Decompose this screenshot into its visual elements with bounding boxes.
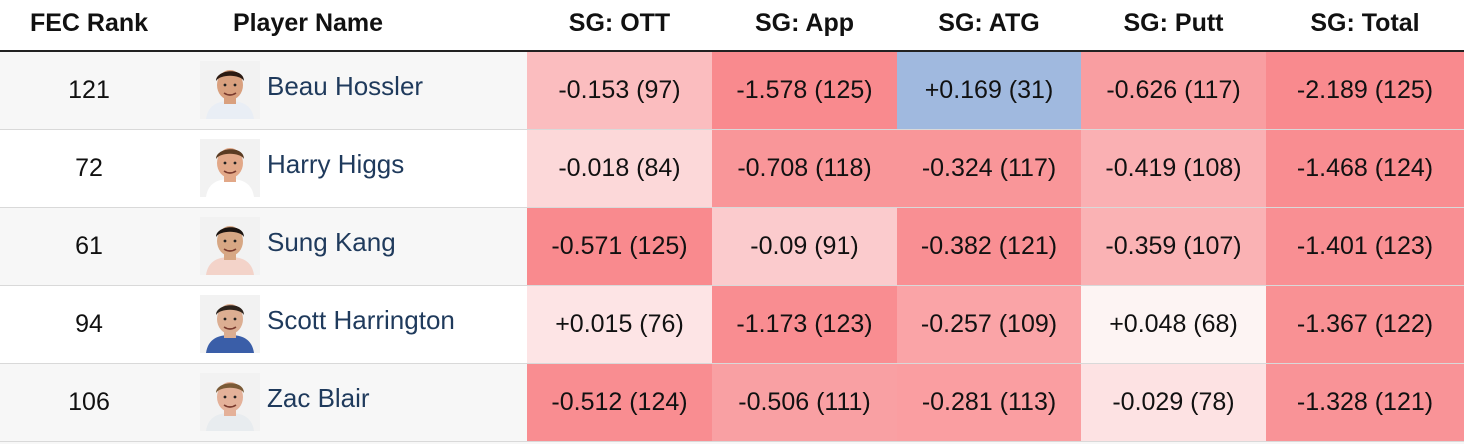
player-headshot-icon[interactable] (200, 61, 260, 119)
fec-rank-cell: 106 (68, 388, 110, 416)
sg-total-cell: -1.328 (121) (1266, 364, 1464, 441)
sg-atg-cell: -0.324 (117) (897, 130, 1081, 207)
player-cell: Scott Harrington (178, 286, 526, 363)
header-fec-rank[interactable]: FEC Rank (29, 9, 149, 37)
sg-app-cell: -0.708 (118) (712, 130, 897, 207)
sg-atg-cell: -0.257 (109) (897, 286, 1081, 363)
header-sg-app[interactable]: SG: App (754, 9, 855, 37)
sg-putt-cell: +0.048 (68) (1081, 286, 1266, 363)
fec-rank-cell: 72 (75, 154, 103, 182)
sg-total-cell: -2.189 (125) (1266, 52, 1464, 129)
player-cell: Beau Hossler (178, 52, 526, 129)
sg-ott-cell: -0.018 (84) (527, 130, 712, 207)
sg-app-cell: -1.173 (123) (712, 286, 897, 363)
table-header: FEC Rank Player Name SG: OTT SG: App SG:… (0, 0, 1464, 52)
sg-total-cell: -1.401 (123) (1266, 208, 1464, 285)
table-row: 106 Zac Blair -0.512 (124) -0.506 (111) -0.2… (0, 364, 1464, 442)
player-name-link[interactable]: Beau Hossler (267, 71, 424, 101)
player-headshot-icon[interactable] (200, 217, 260, 275)
sg-putt-cell: -0.359 (107) (1081, 208, 1266, 285)
table-row: 61 Sung Kang -0.571 (125) -0.09 (91) -0.382 … (0, 208, 1464, 286)
sg-atg-cell: -0.382 (121) (897, 208, 1081, 285)
fec-rank-cell: 121 (68, 76, 110, 104)
table-row: 72 Harry Higgs -0.018 (84) -0.708 (118) -0.3… (0, 130, 1464, 208)
sg-atg-cell: -0.281 (113) (897, 364, 1081, 441)
header-sg-ott[interactable]: SG: OTT (568, 9, 671, 37)
sg-app-cell: -0.506 (111) (712, 364, 897, 441)
sg-putt-cell: -0.626 (117) (1081, 52, 1266, 129)
sg-atg-cell: +0.169 (31) (897, 52, 1081, 129)
sg-app-cell: -0.09 (91) (712, 208, 897, 285)
fec-rank-cell: 61 (75, 232, 103, 260)
header-sg-atg[interactable]: SG: ATG (938, 9, 1040, 37)
sg-app-cell: -1.578 (125) (712, 52, 897, 129)
sg-ott-cell: +0.015 (76) (527, 286, 712, 363)
player-headshot-icon[interactable] (200, 373, 260, 431)
sg-total-cell: -1.468 (124) (1266, 130, 1464, 207)
table-row: 94 Scott Harrington +0.015 (76) -1.173 (123… (0, 286, 1464, 364)
fec-rank-cell: 94 (75, 310, 103, 338)
table-row-partial (0, 442, 1464, 444)
sg-ott-cell: -0.153 (97) (527, 52, 712, 129)
sg-ott-cell: -0.512 (124) (527, 364, 712, 441)
player-cell: Harry Higgs (178, 130, 526, 207)
sg-total-cell: -1.367 (122) (1266, 286, 1464, 363)
player-name-link[interactable]: Scott Harrington (267, 305, 455, 335)
header-player-name[interactable]: Player Name (232, 9, 384, 37)
header-sg-total[interactable]: SG: Total (1310, 9, 1420, 37)
player-headshot-icon[interactable] (200, 295, 260, 353)
sg-putt-cell: -0.419 (108) (1081, 130, 1266, 207)
sg-ott-cell: -0.571 (125) (527, 208, 712, 285)
sg-putt-cell: -0.029 (78) (1081, 364, 1266, 441)
player-name-link[interactable]: Harry Higgs (267, 149, 405, 179)
player-name-link[interactable]: Zac Blair (267, 383, 370, 413)
player-cell: Sung Kang (178, 208, 526, 285)
player-name-link[interactable]: Sung Kang (267, 227, 396, 257)
header-sg-putt[interactable]: SG: Putt (1123, 9, 1224, 37)
player-cell: Zac Blair (178, 364, 526, 441)
table-row: 121 Beau Hossler -0.153 (97) -1.578 (125) +0… (0, 52, 1464, 130)
player-headshot-icon[interactable] (200, 139, 260, 197)
